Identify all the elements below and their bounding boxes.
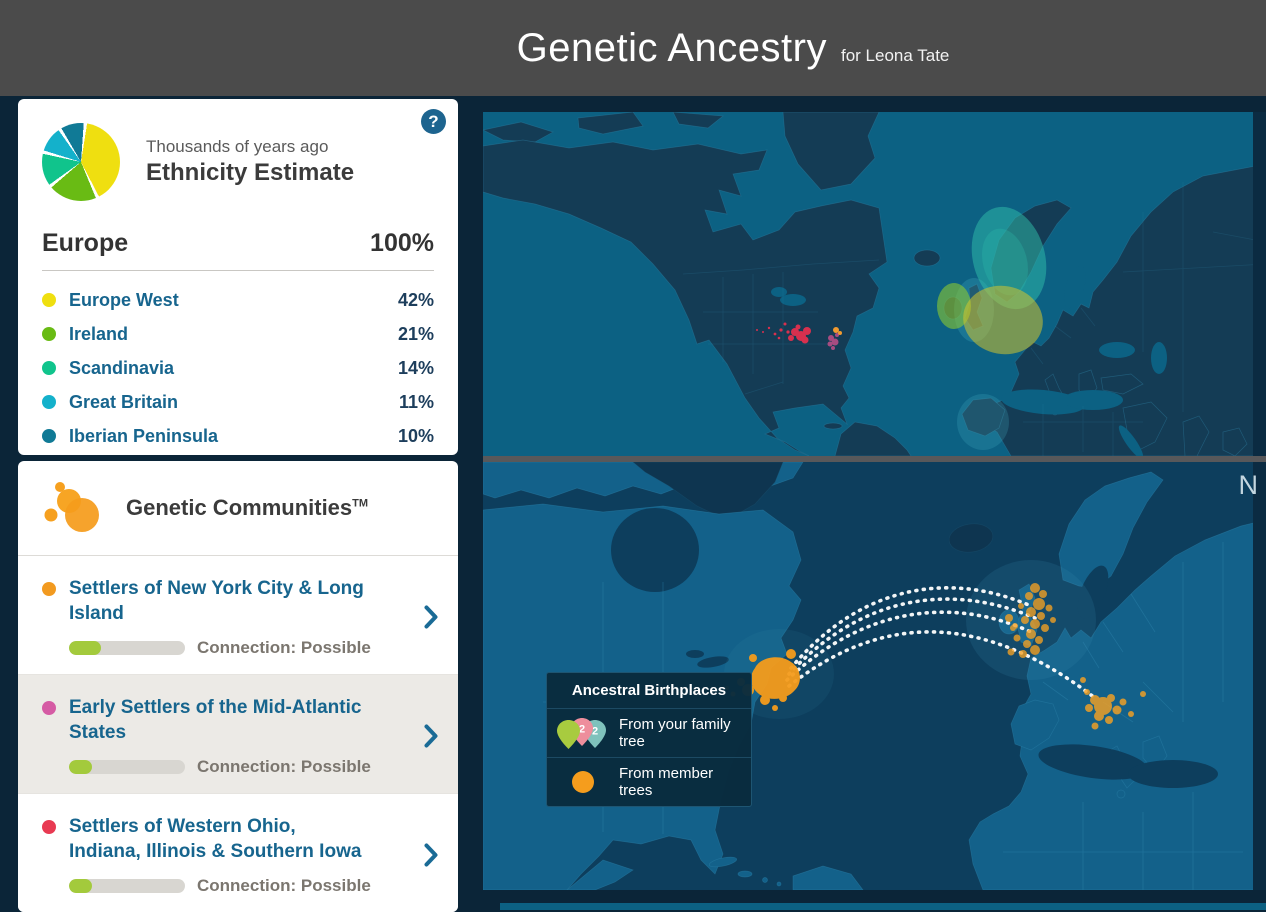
- genetic-communities-card: Genetic CommunitiesTM Settlers of New Yo…: [18, 461, 458, 912]
- ethnicity-group-name: Europe: [42, 229, 129, 257]
- help-icon[interactable]: ?: [421, 109, 446, 134]
- legend-row-member-trees: From member trees: [547, 758, 751, 806]
- communities-trademark: TM: [352, 497, 369, 510]
- communities-title-text: Genetic Communities: [126, 495, 353, 520]
- map-area: N Ancestral Birthplaces 2 2: [483, 96, 1266, 910]
- region-percent: 21%: [397, 323, 434, 344]
- region-dot: [42, 327, 56, 341]
- community-cluster-pink: [827, 333, 839, 350]
- region-row-great-britain[interactable]: Great Britain 11%: [42, 385, 434, 419]
- birthplace-cluster-europe: [1080, 677, 1146, 730]
- community-dot: [42, 820, 56, 835]
- chevron-right-icon[interactable]: [420, 720, 442, 752]
- connection-progress-bar: [69, 879, 185, 894]
- ethnicity-group-row: Europe 100%: [42, 229, 434, 258]
- region-dot: [42, 361, 56, 375]
- ethnicity-estimate-card: ? Thousands of years ago Ethnicity Estim…: [18, 99, 458, 455]
- community-cluster-red: [756, 322, 811, 344]
- ethnicity-region-overlays: [937, 206, 1047, 450]
- region-name: Scandinavia: [69, 357, 175, 378]
- ethnicity-kicker: Thousands of years ago: [146, 137, 329, 156]
- region-name: Europe West: [69, 289, 179, 310]
- region-dot: [42, 293, 56, 307]
- communities-title: Genetic CommunitiesTM: [126, 495, 368, 521]
- country-borders: [682, 182, 1266, 456]
- community-dot: [42, 701, 56, 716]
- community-item-mid-atlantic[interactable]: Early Settlers of the Mid-Atlantic State…: [18, 675, 458, 795]
- region-percent: 42%: [397, 289, 434, 310]
- legend-row-family-tree: 2 2 From your family tree: [547, 709, 751, 758]
- legend-title: Ancestral Birthplaces: [547, 673, 751, 709]
- community-item-new-york[interactable]: Settlers of New York City & Long Island …: [18, 556, 458, 676]
- map-edge-label: N: [1238, 470, 1259, 500]
- community-cluster-orange: [833, 327, 842, 335]
- ethnicity-group-percent: 100%: [370, 229, 434, 257]
- map-pins-icon: 2 2: [557, 717, 609, 749]
- legend-label: From your family tree: [619, 716, 731, 750]
- page-subtitle: for Leona Tate: [840, 45, 950, 65]
- next-section-edge: [500, 903, 1266, 910]
- header-title-group: Genetic Ancestry for Leona Tate: [517, 26, 950, 71]
- ethnicity-title: Ethnicity Estimate: [146, 159, 355, 186]
- region-name: Great Britain: [69, 391, 179, 412]
- birthplace-cluster-uk: [1005, 583, 1056, 658]
- chevron-right-icon[interactable]: [420, 839, 442, 871]
- map-legend: Ancestral Birthplaces 2 2: [546, 672, 752, 807]
- connection-label: Connection: Possible: [197, 638, 371, 658]
- region-row-europe-west[interactable]: Europe West 42%: [42, 283, 434, 317]
- ethnicity-map[interactable]: [483, 112, 1266, 456]
- region-name: Ireland: [69, 323, 129, 344]
- region-name: Iberian Peninsula: [69, 425, 219, 446]
- map-divider: [483, 456, 1266, 462]
- region-percent: 11%: [398, 391, 434, 412]
- community-name: Settlers of New York City & Long Island: [69, 578, 364, 625]
- svg-text:2: 2: [579, 724, 585, 736]
- region-row-iberian-peninsula[interactable]: Iberian Peninsula 10%: [42, 419, 434, 453]
- region-wash-uk: [966, 560, 1096, 680]
- chevron-right-icon[interactable]: [420, 601, 442, 633]
- community-name: Early Settlers of the Mid-Atlantic State…: [69, 697, 362, 744]
- iceland: [948, 523, 994, 553]
- ethnicity-region-list: Europe West 42% Ireland 21% Scandinavia …: [42, 283, 434, 453]
- region-dot: [42, 429, 56, 443]
- app-header: Genetic Ancestry for Leona Tate: [0, 0, 1266, 96]
- region-row-ireland[interactable]: Ireland 21%: [42, 317, 434, 351]
- connection-label: Connection: Possible: [197, 876, 371, 896]
- divider: [42, 270, 434, 271]
- region-percent: 10%: [397, 425, 434, 446]
- sidebar: ? Thousands of years ago Ethnicity Estim…: [18, 99, 458, 912]
- region-percent: 14%: [397, 357, 434, 378]
- svg-text:2: 2: [592, 726, 598, 738]
- community-dot: [42, 582, 56, 596]
- communities-bubbles-icon: [44, 482, 99, 532]
- birthplaces-map[interactable]: N Ancestral Birthplaces 2 2: [483, 462, 1266, 890]
- north-america: [483, 139, 888, 456]
- ethnicity-header: Thousands of years ago Ethnicity Estimat…: [42, 123, 434, 201]
- community-item-western-ohio[interactable]: Settlers of Western Ohio, Indiana, Illin…: [18, 794, 458, 912]
- connection-progress-bar: [69, 641, 185, 656]
- migration-arcs: [785, 586, 1097, 700]
- ethnicity-pie-chart-icon: [42, 123, 120, 201]
- region-dot: [42, 395, 56, 409]
- page-title: Genetic Ancestry: [516, 25, 827, 70]
- communities-header: Genetic CommunitiesTM: [18, 461, 458, 556]
- connection-label: Connection: Possible: [197, 757, 371, 777]
- community-name: Settlers of Western Ohio, Indiana, Illin…: [69, 816, 362, 863]
- connection-progress-bar: [69, 760, 185, 775]
- region-row-scandinavia[interactable]: Scandinavia 14%: [42, 351, 434, 385]
- legend-label: From member trees: [619, 765, 714, 799]
- orange-dot-icon: [557, 771, 609, 793]
